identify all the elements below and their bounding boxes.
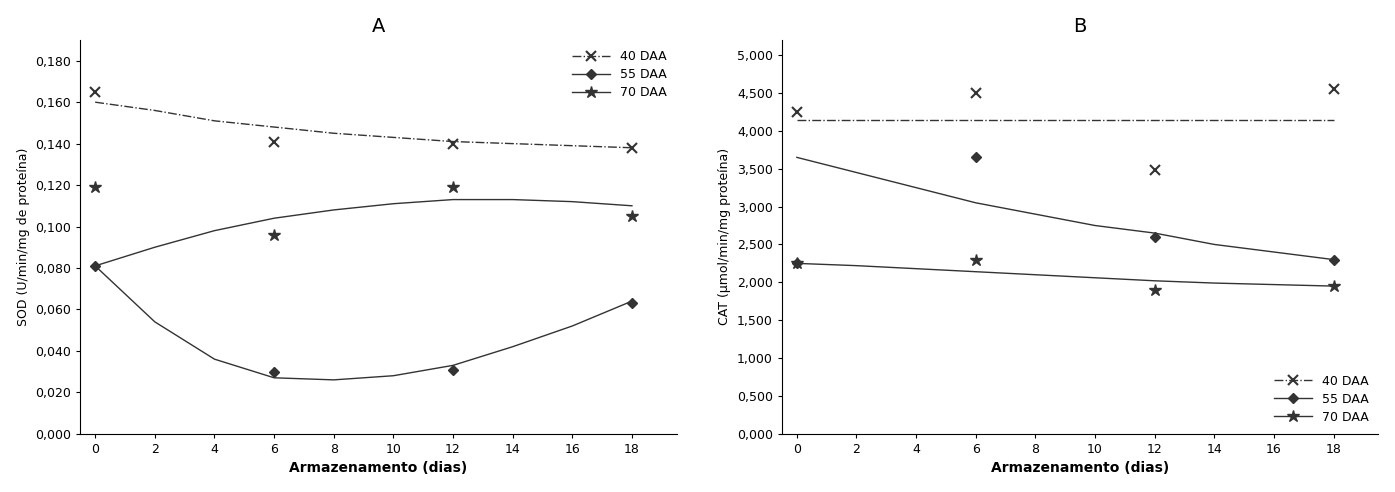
Title: B: B: [1073, 17, 1087, 35]
Title: A: A: [372, 17, 385, 35]
Y-axis label: SOD (U/min/mg de proteína): SOD (U/min/mg de proteína): [17, 148, 29, 326]
Legend: 40 DAA, 55 DAA, 70 DAA: 40 DAA, 55 DAA, 70 DAA: [569, 46, 671, 103]
X-axis label: Armazenamento (dias): Armazenamento (dias): [289, 461, 467, 475]
Legend: 40 DAA, 55 DAA, 70 DAA: 40 DAA, 55 DAA, 70 DAA: [1271, 371, 1373, 428]
Y-axis label: CAT (μmol/min/mg proteína): CAT (μmol/min/mg proteína): [718, 148, 731, 325]
X-axis label: Armazenamento (dias): Armazenamento (dias): [990, 461, 1169, 475]
